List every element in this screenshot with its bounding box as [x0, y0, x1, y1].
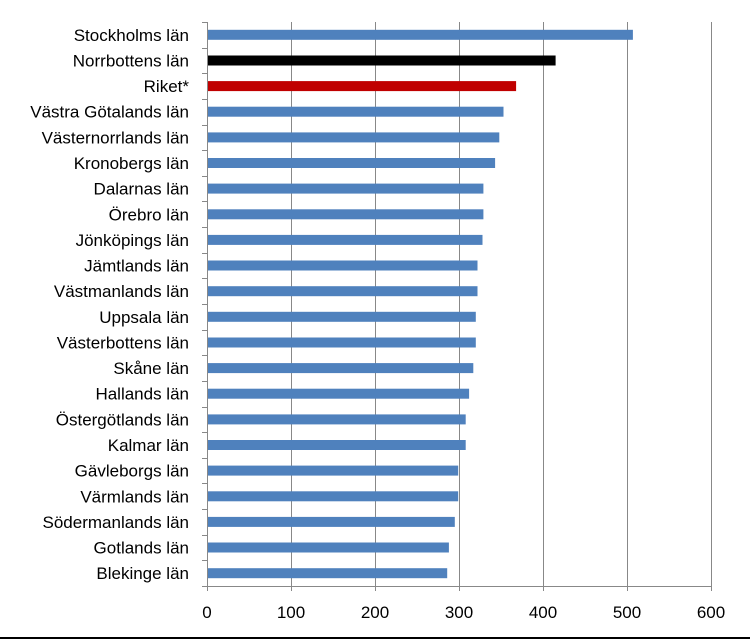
bar-3	[207, 81, 517, 92]
bar-4	[207, 106, 504, 117]
bar-5	[207, 132, 500, 143]
bar-19	[207, 491, 459, 502]
x-tick-label: 500	[613, 603, 641, 622]
category-label: Värmlands län	[80, 487, 189, 506]
bar-12	[207, 311, 476, 322]
category-label: Gotlands län	[94, 539, 189, 558]
bar-13	[207, 337, 476, 348]
bar-14	[207, 363, 474, 374]
bar-2	[207, 55, 556, 66]
category-label: Skåne län	[113, 359, 189, 378]
category-label: Västmanlands län	[54, 282, 189, 301]
category-label: Kronobergs län	[74, 154, 189, 173]
bar-11	[207, 286, 478, 297]
category-label: Jönköpings län	[76, 231, 189, 250]
category-label: Norrbottens län	[73, 52, 189, 71]
x-tick-label: 200	[361, 603, 389, 622]
bar-16	[207, 414, 466, 425]
category-label: Riket*	[144, 77, 190, 96]
category-label: Östergötlands län	[56, 410, 189, 429]
category-label: Stockholms län	[74, 26, 189, 45]
gridlines	[291, 22, 712, 586]
bar-10	[207, 260, 478, 271]
bottom-border	[0, 637, 750, 639]
category-label: Blekinge län	[96, 564, 189, 583]
category-label: Örebro län	[109, 205, 189, 224]
category-label: Uppsala län	[99, 308, 189, 327]
x-tick-label: 400	[529, 603, 557, 622]
bar-21	[207, 542, 449, 553]
x-tick-label: 300	[445, 603, 473, 622]
category-label: Södermanlands län	[43, 513, 189, 532]
x-tick-label: 100	[277, 603, 305, 622]
bar-9	[207, 234, 483, 245]
x-axis-tick-labels: 0 100 200 300 400 500 600	[202, 603, 725, 622]
category-label: Kalmar län	[108, 436, 189, 455]
category-label: Jämtlands län	[84, 257, 189, 276]
category-label: Västernorrlands län	[42, 128, 189, 147]
bar-7	[207, 183, 484, 194]
category-label: Västerbottens län	[57, 334, 189, 353]
bars	[207, 29, 633, 579]
category-label: Hallands län	[95, 385, 189, 404]
bar-22	[207, 568, 448, 579]
bar-6	[207, 158, 496, 168]
axes	[202, 22, 712, 591]
bar-18	[207, 465, 459, 476]
x-tick-label: 600	[697, 603, 725, 622]
bar-17	[207, 440, 466, 450]
category-label: Gävleborgs län	[75, 462, 189, 481]
category-label: Västra Götalands län	[30, 103, 189, 122]
bar-20	[207, 516, 455, 527]
bar-15	[207, 388, 470, 399]
category-labels: Stockholms län Norrbottens län Riket* Västr…	[30, 26, 189, 583]
bar-1	[207, 29, 633, 40]
x-tick-label: 0	[202, 603, 211, 622]
bar-8	[207, 209, 484, 220]
category-label: Dalarnas län	[94, 180, 189, 199]
